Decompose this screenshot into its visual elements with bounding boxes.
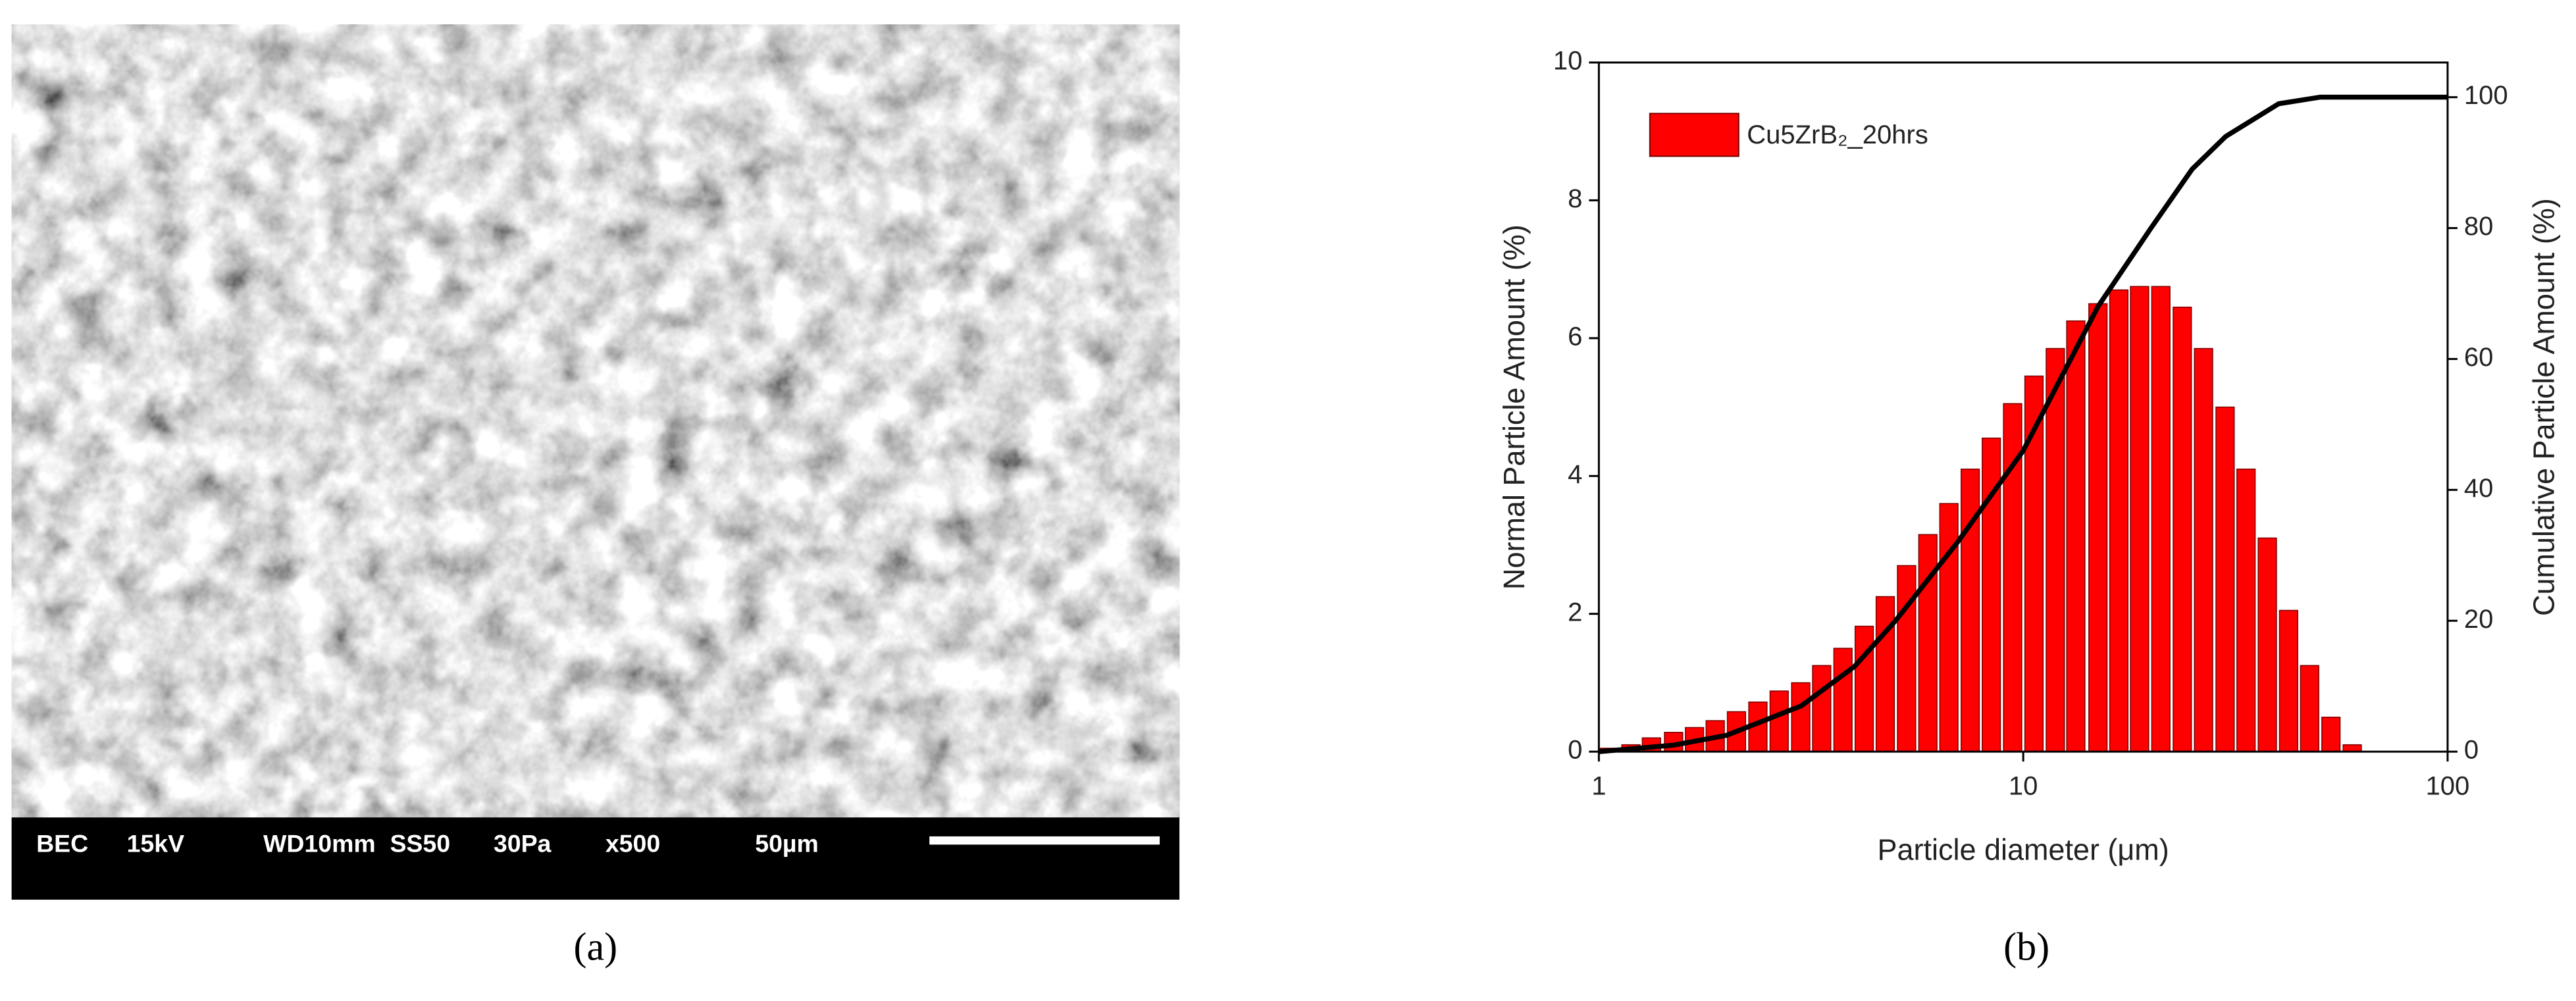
sem-info: x500 <box>605 829 660 857</box>
cumulative-line <box>1599 94 2448 754</box>
sem-info: 50µm <box>755 829 819 857</box>
bar <box>2066 320 2086 752</box>
y2-tick-label: 20 <box>2464 605 2493 634</box>
bar <box>2342 744 2362 752</box>
bar <box>1875 596 1895 752</box>
bar <box>1918 534 1938 752</box>
bar <box>2151 286 2171 752</box>
bar <box>1897 565 1917 752</box>
sem-info: BEC <box>36 829 88 857</box>
bar <box>2236 469 2256 752</box>
sem-info: 30Pa <box>494 829 552 857</box>
legend-swatch <box>1649 113 1739 157</box>
caption: (b) <box>2003 925 2049 968</box>
bar <box>2194 347 2213 752</box>
bar <box>1812 665 1832 752</box>
sem-info: SS50 <box>390 829 450 857</box>
bar <box>1769 690 1789 752</box>
bar <box>2300 665 2319 752</box>
bar <box>1791 682 1811 752</box>
sem-texture <box>11 24 1180 818</box>
bar <box>2088 303 2108 752</box>
y-tick-label: 0 <box>1568 736 1582 765</box>
sem-panel: BEC 15kV WD10mm SS50 30Pa x500 50µm <box>11 24 1180 900</box>
x-tick-label: 1 <box>1591 772 1606 801</box>
y2-tick-label: 0 <box>2464 736 2479 765</box>
bar <box>2046 347 2065 752</box>
y-axis-label: Normal Particle Amount (%) <box>1497 224 1531 590</box>
sem-info: 15kV <box>127 829 185 857</box>
y2-tick-label: 100 <box>2464 81 2508 110</box>
bar <box>2321 717 2341 752</box>
y2-tick-label: 40 <box>2464 474 2493 503</box>
bar <box>2173 306 2192 752</box>
sem-info-bar <box>11 817 1180 900</box>
plot-frame <box>1597 61 2449 753</box>
y-tick-label: 8 <box>1568 184 1582 213</box>
y2-axis-label: Cumulative Particle Amount (%) <box>2527 198 2561 616</box>
bar <box>2109 289 2129 752</box>
y2-tick-label: 60 <box>2464 343 2493 372</box>
bar <box>2130 286 2150 752</box>
legend-label: Cu5ZrB₂_20hrs <box>1747 120 1928 149</box>
x-tick-label: 10 <box>2009 772 2038 801</box>
y-tick-label: 10 <box>1553 47 1582 76</box>
bar <box>2279 609 2298 752</box>
sem-info: WD10mm <box>263 829 376 857</box>
bar <box>1939 503 1959 752</box>
bar <box>2215 406 2235 752</box>
caption: (a) <box>574 925 618 968</box>
bar <box>2257 537 2277 752</box>
y-tick-label: 4 <box>1568 460 1582 489</box>
y-tick-label: 6 <box>1568 322 1582 351</box>
x-axis-label: Particle diameter (μm) <box>1878 833 2169 866</box>
y2-tick-label: 80 <box>2464 212 2493 241</box>
bar <box>1833 648 1853 752</box>
x-tick-label: 100 <box>2426 772 2470 801</box>
y-tick-label: 2 <box>1568 598 1582 627</box>
